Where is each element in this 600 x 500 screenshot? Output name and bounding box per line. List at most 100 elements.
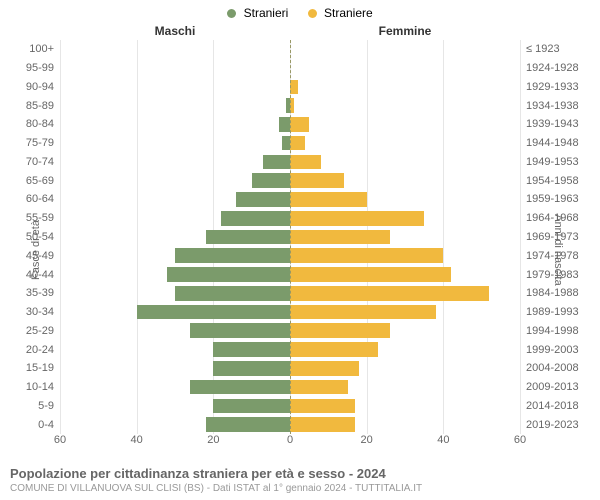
legend-item-female: Straniere [308, 6, 373, 20]
birth-year-label: 1984-1988 [520, 287, 600, 299]
birth-year-label: 1979-1983 [520, 269, 600, 281]
age-label: 60-64 [0, 193, 60, 205]
x-tick-label: 60 [54, 434, 66, 446]
legend-swatch-female [308, 9, 317, 18]
age-label: 25-29 [0, 325, 60, 337]
birth-year-label: 1969-1973 [520, 231, 600, 243]
age-label: 0-4 [0, 419, 60, 431]
age-label: 40-44 [0, 269, 60, 281]
birth-year-label: 2009-2013 [520, 381, 600, 393]
bar-female [290, 286, 489, 301]
bar-male [279, 117, 291, 132]
birth-year-label: 2004-2008 [520, 362, 600, 374]
age-label: 35-39 [0, 287, 60, 299]
plot-area: 100+≤ 192395-991924-192890-941929-193385… [60, 40, 520, 434]
bar-female [290, 380, 348, 395]
bar-male [206, 417, 290, 432]
bar-male [263, 155, 290, 170]
age-label: 55-59 [0, 212, 60, 224]
x-tick-label: 20 [207, 434, 219, 446]
birth-year-label: 1929-1933 [520, 81, 600, 93]
bar-female [290, 117, 309, 132]
bar-male [190, 323, 290, 338]
bar-male [175, 248, 290, 263]
legend-label-female: Straniere [324, 6, 373, 20]
bar-male [282, 136, 290, 151]
bar-female [290, 399, 355, 414]
center-line [290, 40, 291, 434]
x-tick-label: 0 [287, 434, 293, 446]
bar-male [137, 305, 290, 320]
age-label: 65-69 [0, 175, 60, 187]
footer: Popolazione per cittadinanza straniera p… [10, 466, 590, 494]
birth-year-label: 1944-1948 [520, 137, 600, 149]
bar-female [290, 230, 390, 245]
bar-female [290, 305, 436, 320]
legend-label-male: Stranieri [244, 6, 289, 20]
age-label: 100+ [0, 43, 60, 55]
bar-female [290, 136, 305, 151]
age-label: 90-94 [0, 81, 60, 93]
x-tick-label: 20 [361, 434, 373, 446]
age-label: 70-74 [0, 156, 60, 168]
bar-male [190, 380, 290, 395]
birth-year-label: 2014-2018 [520, 400, 600, 412]
age-label: 20-24 [0, 344, 60, 356]
age-label: 30-34 [0, 306, 60, 318]
bar-male [213, 342, 290, 357]
bar-female [290, 361, 359, 376]
legend: Stranieri Straniere [0, 6, 600, 20]
birth-year-label: 1974-1978 [520, 250, 600, 262]
birth-year-label: 1959-1963 [520, 193, 600, 205]
legend-swatch-male [227, 9, 236, 18]
x-tick-label: 40 [131, 434, 143, 446]
age-label: 45-49 [0, 250, 60, 262]
bar-male [213, 399, 290, 414]
age-label: 85-89 [0, 100, 60, 112]
gender-headers: Maschi Femmine [60, 24, 520, 38]
x-tick-label: 40 [437, 434, 449, 446]
header-female: Femmine [290, 24, 520, 38]
bar-male [213, 361, 290, 376]
bar-female [290, 342, 378, 357]
birth-year-label: 1924-1928 [520, 62, 600, 74]
birth-year-label: 1994-1998 [520, 325, 600, 337]
x-axis: 6040200204060 [60, 434, 520, 450]
bar-female [290, 155, 321, 170]
birth-year-label: 2019-2023 [520, 419, 600, 431]
bar-female [290, 417, 355, 432]
age-label: 50-54 [0, 231, 60, 243]
bar-male [206, 230, 290, 245]
bar-female [290, 192, 367, 207]
bar-female [290, 80, 298, 95]
age-label: 75-79 [0, 137, 60, 149]
bar-female [290, 173, 344, 188]
footer-subtitle: COMUNE DI VILLANUOVA SUL CLISI (BS) - Da… [10, 483, 590, 494]
chart-container: Stranieri Straniere Maschi Femmine Fasce… [0, 0, 600, 500]
footer-title: Popolazione per cittadinanza straniera p… [10, 466, 590, 481]
x-tick-label: 60 [514, 434, 526, 446]
age-label: 80-84 [0, 118, 60, 130]
bar-female [290, 211, 424, 226]
age-label: 5-9 [0, 400, 60, 412]
birth-year-label: ≤ 1923 [520, 43, 600, 55]
bar-female [290, 248, 443, 263]
bar-male [167, 267, 290, 282]
header-male: Maschi [60, 24, 290, 38]
bar-male [175, 286, 290, 301]
birth-year-label: 1939-1943 [520, 118, 600, 130]
birth-year-label: 1949-1953 [520, 156, 600, 168]
bar-female [290, 267, 451, 282]
birth-year-label: 1954-1958 [520, 175, 600, 187]
birth-year-label: 1999-2003 [520, 344, 600, 356]
legend-item-male: Stranieri [227, 6, 288, 20]
bar-male [221, 211, 290, 226]
age-label: 95-99 [0, 62, 60, 74]
bar-male [236, 192, 290, 207]
birth-year-label: 1934-1938 [520, 100, 600, 112]
age-label: 10-14 [0, 381, 60, 393]
age-label: 15-19 [0, 362, 60, 374]
birth-year-label: 1989-1993 [520, 306, 600, 318]
bar-female [290, 323, 390, 338]
bar-male [252, 173, 290, 188]
